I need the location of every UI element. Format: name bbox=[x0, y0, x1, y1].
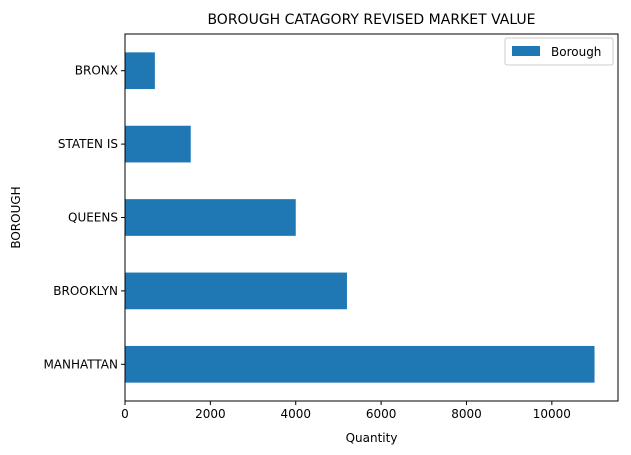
legend-swatch bbox=[512, 46, 540, 56]
bar-manhattan bbox=[125, 345, 595, 383]
y-tick-label: QUEENS bbox=[68, 211, 118, 225]
legend: Borough bbox=[504, 37, 614, 66]
y-tick-label: STATEN IS bbox=[58, 137, 118, 151]
bar-bronx bbox=[125, 52, 155, 90]
x-axis-label: Quantity bbox=[346, 431, 398, 445]
legend-box bbox=[504, 37, 614, 66]
legend-entry-borough: Borough bbox=[551, 45, 601, 59]
y-tick-label: MANHATTAN bbox=[43, 357, 118, 371]
bar-queens bbox=[125, 199, 296, 236]
x-ticks-group: 0 2000 4000 6000 8000 10000 bbox=[121, 401, 571, 421]
x-tick-label: 0 bbox=[121, 407, 129, 421]
y-ticks-group: MANHATTAN BROOKLYN QUEENS STATEN IS BRONX bbox=[43, 64, 125, 371]
y-axis-label: BOROUGH bbox=[9, 186, 23, 248]
x-tick-label: 4000 bbox=[280, 407, 311, 421]
x-tick-label: 6000 bbox=[366, 407, 397, 421]
bar-brooklyn bbox=[125, 272, 347, 310]
y-tick-label: BROOKLYN bbox=[53, 284, 118, 298]
chart-title: BOROUGH CATAGORY REVISED MARKET VALUE bbox=[207, 12, 535, 28]
bars-group bbox=[125, 52, 595, 383]
x-tick-label: 8000 bbox=[451, 407, 482, 421]
plot-frame bbox=[124, 33, 619, 402]
x-tick-label: 10000 bbox=[533, 407, 571, 421]
bar-staten-is bbox=[125, 125, 191, 163]
y-tick-label: BRONX bbox=[75, 64, 118, 78]
x-tick-label: 2000 bbox=[195, 407, 226, 421]
